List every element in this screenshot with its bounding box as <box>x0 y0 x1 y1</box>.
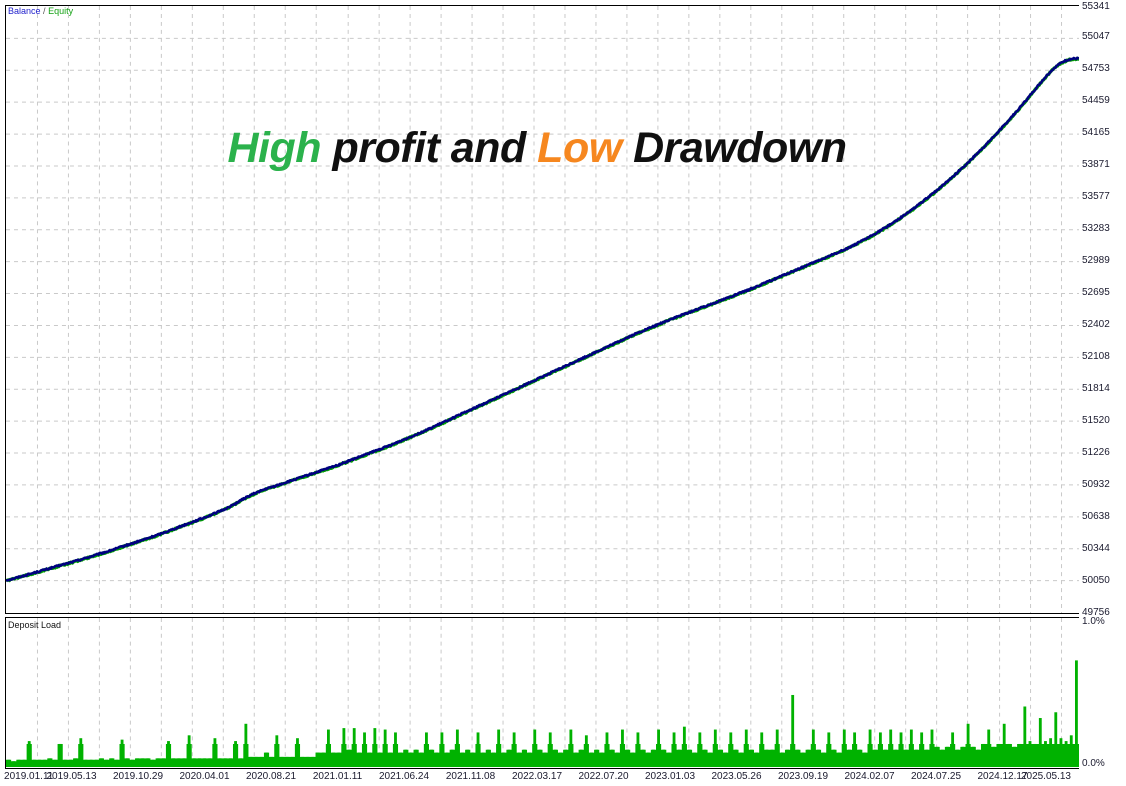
y-axis-tick: 51814 <box>1082 382 1110 394</box>
y-axis-tick: 54165 <box>1082 127 1110 139</box>
y-axis-tick: 0.0% <box>1082 758 1105 769</box>
x-axis-tick: 2020.04.01 <box>179 771 230 782</box>
balance-equity-chart-pane[interactable] <box>5 5 1079 614</box>
y-axis-balance: 55341 55047 54753 54459 54165 53871 53577 53283… <box>1082 0 1126 618</box>
y-axis-deposit-load: 1.0% 0.0% <box>1082 617 1126 769</box>
legend-equity-label: Equity <box>48 6 74 16</box>
y-axis-tick: 55341 <box>1082 1 1110 12</box>
x-axis-tick: 2020.08.21 <box>245 771 297 782</box>
x-axis-tick: 2025.05.13 <box>1020 771 1072 782</box>
x-axis-tick: 2019.10.29 <box>112 771 164 782</box>
x-axis-tick: 2024.12.17 <box>977 771 1028 782</box>
x-axis-tick: 2024.02.07 <box>844 771 895 782</box>
chart-legend: Balance / Equity <box>8 6 73 17</box>
y-axis-tick: 52108 <box>1082 350 1110 362</box>
legend-balance-label: Balance <box>8 6 41 16</box>
y-axis-tick: 51226 <box>1082 446 1110 458</box>
x-axis-tick: 2021.01.11 <box>312 771 363 782</box>
x-axis-tick: 2019.01.11 <box>4 771 54 782</box>
y-axis-tick: 50638 <box>1082 510 1110 522</box>
y-axis-tick: 52695 <box>1082 287 1110 299</box>
x-axis-tick: 2021.06.24 <box>378 771 430 782</box>
y-axis-tick: 50932 <box>1082 478 1110 490</box>
y-axis-tick: 51520 <box>1082 414 1110 426</box>
x-axis-tick: 2023.09.19 <box>777 771 829 782</box>
deposit-load-label: Deposit Load <box>8 620 62 630</box>
x-axis-tick: 2022.03.17 <box>511 771 563 782</box>
deposit-load-plot <box>6 618 1079 768</box>
y-axis-tick: 1.0% <box>1082 616 1105 627</box>
x-axis-tick: 2023.05.26 <box>711 771 762 782</box>
y-axis-tick: 50050 <box>1082 574 1110 586</box>
y-axis-tick: 49756 <box>1082 607 1110 618</box>
y-axis-tick: 54459 <box>1082 95 1110 107</box>
x-axis-tick: 2024.07.25 <box>910 771 962 782</box>
legend-separator: / <box>43 6 46 16</box>
y-axis-tick: 50344 <box>1082 542 1110 554</box>
deposit-load-chart-pane[interactable] <box>5 617 1079 769</box>
y-axis-tick: 55047 <box>1082 31 1110 42</box>
y-axis-tick: 53871 <box>1082 159 1110 171</box>
y-axis-tick: 53577 <box>1082 191 1110 203</box>
y-axis-tick: 52402 <box>1082 318 1110 330</box>
y-axis-tick: 53283 <box>1082 223 1110 235</box>
x-axis-tick: 2023.01.03 <box>644 771 696 782</box>
x-axis-tick: 2022.07.20 <box>578 771 629 782</box>
x-axis-dates: 2019.01.11 2019.05.13 2019.10.29 2020.04.01… <box>0 771 1126 786</box>
balance-equity-plot <box>6 6 1079 613</box>
x-axis-tick: 2021.11.08 <box>445 771 496 782</box>
x-axis-tick: 2019.05.13 <box>46 771 97 782</box>
y-axis-tick: 52989 <box>1082 255 1110 267</box>
y-axis-tick: 54753 <box>1082 63 1110 74</box>
